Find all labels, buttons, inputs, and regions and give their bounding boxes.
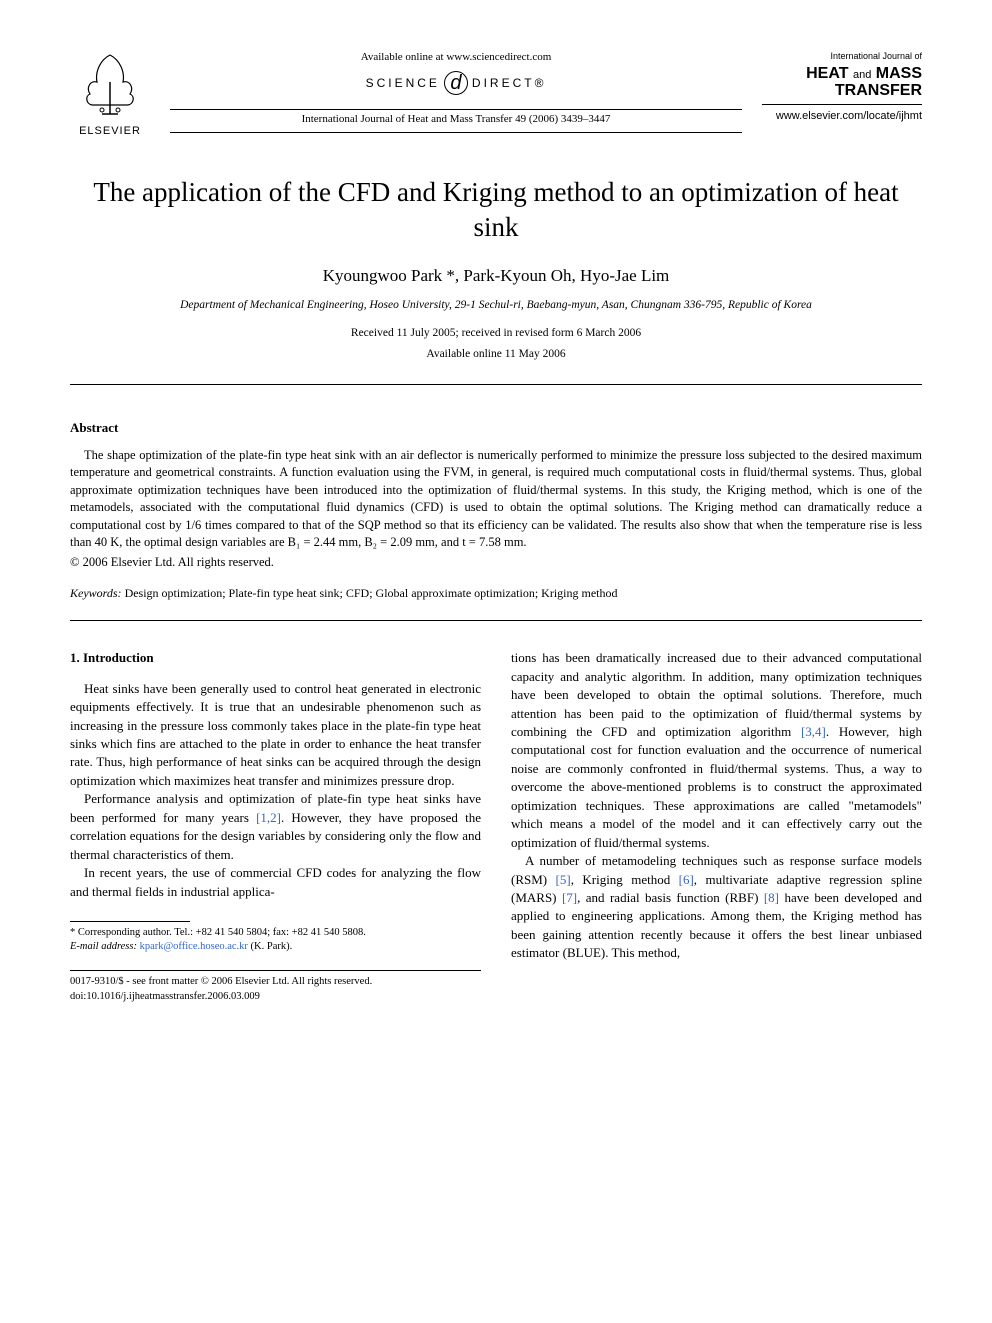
online-date: Available online 11 May 2006 [70, 346, 922, 362]
journal-logo-transfer: TRANSFER [835, 82, 922, 99]
abstract-top-rule [70, 384, 922, 385]
section-1-heading: 1. Introduction [70, 649, 481, 667]
footnote-rule [70, 921, 190, 922]
sd-left: SCIENCE [366, 75, 440, 92]
journal-logo-mass: MASS [876, 65, 922, 82]
publisher-logo: ELSEVIER [70, 50, 150, 139]
ref-8[interactable]: [8] [764, 890, 779, 905]
journal-logo-and: and [853, 69, 871, 81]
abstract-heading: Abstract [70, 419, 922, 437]
publisher-name: ELSEVIER [70, 124, 150, 139]
sd-at-icon: d [444, 71, 468, 95]
intro-p2: Performance analysis and optimization of… [70, 790, 481, 864]
intro-p4b: . However, high computational cost for f… [511, 724, 922, 850]
abstract-section: Abstract The shape optimization of the p… [70, 419, 922, 572]
available-online-text: Available online at www.sciencedirect.co… [170, 50, 742, 65]
ref-7[interactable]: [7] [562, 890, 577, 905]
body-columns: 1. Introduction Heat sinks have been gen… [70, 649, 922, 1004]
science-direct-logo: SCIENCE d DIRECT® [170, 71, 742, 95]
journal-logo-main: HEAT and MASS TRANSFER [762, 65, 922, 100]
page-header: ELSEVIER Available online at www.science… [70, 50, 922, 139]
footer-doi: doi:10.1016/j.ijheatmasstransfer.2006.03… [70, 990, 481, 1004]
footnote-email-suffix: (K. Park). [248, 941, 292, 952]
footnote-email[interactable]: kpark@office.hoseo.ac.kr [140, 941, 248, 952]
intro-p5: A number of metamodeling techniques such… [511, 852, 922, 963]
footnote-email-label: E-mail address: [70, 941, 137, 952]
elsevier-tree-icon [80, 50, 140, 120]
sd-right: DIRECT® [472, 75, 547, 92]
abstract-text: The shape optimization of the plate-fin … [70, 447, 922, 552]
ref-1-2[interactable]: [1,2] [256, 810, 281, 825]
keywords: Keywords: Design optimization; Plate-fin… [70, 585, 922, 602]
header-rule-top [170, 109, 742, 110]
abstract-copyright: © 2006 Elsevier Ltd. All rights reserved… [70, 554, 922, 572]
journal-logo-prefix: International Journal of [762, 50, 922, 63]
footnote-email-line: E-mail address: kpark@office.hoseo.ac.kr… [70, 940, 481, 954]
intro-p4: tions has been dramatically increased du… [511, 649, 922, 852]
header-center: Available online at www.sciencedirect.co… [150, 50, 762, 135]
journal-url: www.elsevier.com/locate/ijhmt [762, 109, 922, 124]
ref-5[interactable]: [5] [556, 872, 571, 887]
journal-logo: International Journal of HEAT and MASS T… [762, 50, 922, 124]
abstract-bottom-rule [70, 620, 922, 621]
keywords-text: Design optimization; Plate-fin type heat… [122, 586, 618, 600]
corresponding-footnote: * Corresponding author. Tel.: +82 41 540… [70, 926, 481, 954]
ref-3-4[interactable]: [3,4] [801, 724, 826, 739]
journal-reference: International Journal of Heat and Mass T… [170, 112, 742, 127]
column-left: 1. Introduction Heat sinks have been gen… [70, 649, 481, 1004]
intro-p1: Heat sinks have been generally used to c… [70, 680, 481, 791]
header-rule-bottom [170, 132, 742, 133]
column-right: tions has been dramatically increased du… [511, 649, 922, 1004]
ref-6[interactable]: [6] [679, 872, 694, 887]
article-title: The application of the CFD and Kriging m… [70, 175, 922, 245]
journal-logo-heat: HEAT [806, 65, 848, 82]
keywords-label: Keywords: [70, 586, 122, 600]
received-date: Received 11 July 2005; received in revis… [70, 325, 922, 341]
footnote-corr: * Corresponding author. Tel.: +82 41 540… [70, 926, 481, 940]
affiliation: Department of Mechanical Engineering, Ho… [70, 297, 922, 313]
intro-p5d: , and radial basis function (RBF) [577, 890, 764, 905]
footer-rule [70, 970, 481, 971]
journal-logo-rule [762, 104, 922, 105]
authors: Kyoungwoo Park *, Park-Kyoun Oh, Hyo-Jae… [70, 264, 922, 288]
footer-copyright: 0017-9310/$ - see front matter © 2006 El… [70, 975, 481, 989]
intro-p3: In recent years, the use of commercial C… [70, 864, 481, 901]
intro-p5b: , Kriging method [571, 872, 679, 887]
